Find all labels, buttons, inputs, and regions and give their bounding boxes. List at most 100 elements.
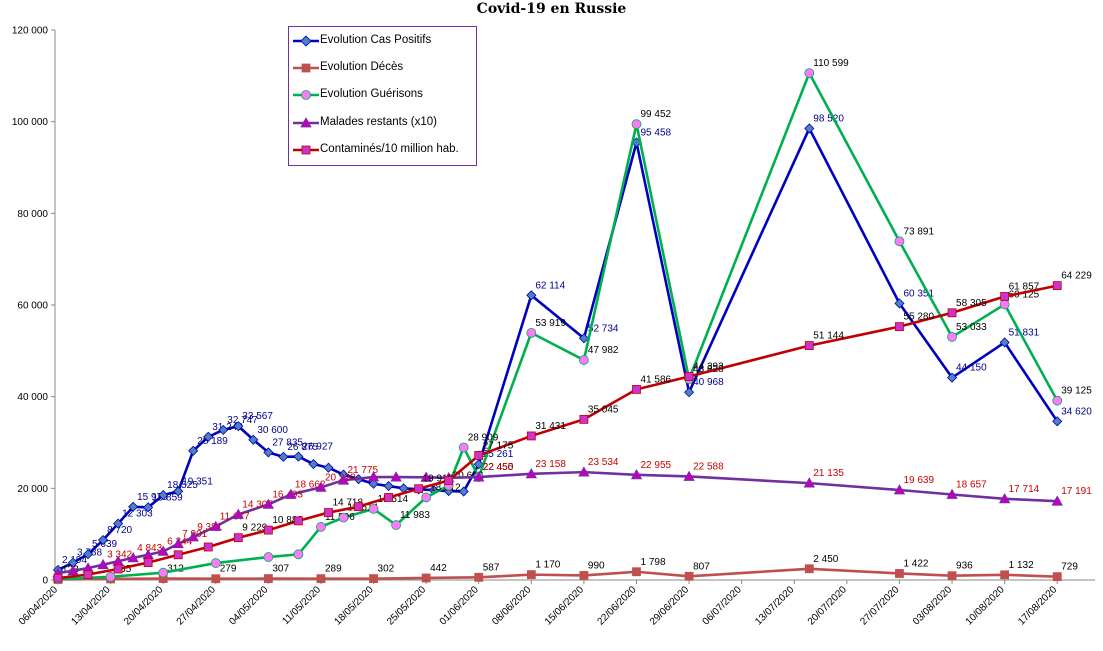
legend-swatch-diamond-icon bbox=[293, 35, 319, 47]
data-point-evolution-cas-positifs bbox=[684, 387, 695, 398]
y-tick-label: 20 000 bbox=[17, 484, 48, 495]
data-point-evolution-cas-positifs bbox=[999, 337, 1010, 348]
data-point-contamines-10-million-hab bbox=[579, 414, 589, 424]
data-label-contamines-10-million-hab: 55 280 bbox=[903, 312, 934, 323]
legend-label: Malades restants (x10) bbox=[320, 116, 437, 128]
data-label-evolution-deces: 307 bbox=[272, 564, 289, 575]
data-label-evolution-guerisons: 20 618 bbox=[453, 471, 484, 482]
data-label-evolution-cas-positifs: 60 351 bbox=[903, 288, 934, 299]
data-label-evolution-guerisons: 53 033 bbox=[956, 322, 987, 333]
data-label-evolution-cas-positifs: 26 927 bbox=[302, 442, 333, 453]
data-point-evolution-cas-positifs bbox=[128, 501, 139, 512]
data-label-contamines-10-million-hab: 64 229 bbox=[1061, 271, 1092, 282]
data-label-evolution-guerisons: 53 919 bbox=[535, 318, 566, 329]
data-label-contamines-10-million-hab: 41 586 bbox=[641, 374, 672, 385]
data-point-evolution-guerisons bbox=[1052, 395, 1063, 406]
data-label-evolution-guerisons: 15 514 bbox=[378, 494, 409, 505]
data-point-evolution-deces bbox=[369, 574, 378, 584]
data-label-evolution-guerisons: 28 909 bbox=[468, 433, 499, 444]
data-label-evolution-cas-positifs: 12 303 bbox=[122, 509, 153, 520]
data-label-evolution-cas-positifs: 8 720 bbox=[107, 525, 132, 536]
data-point-contamines-10-million-hab bbox=[947, 308, 957, 318]
y-tick-label: 100 000 bbox=[12, 117, 49, 128]
data-point-malades-restants-x10 bbox=[998, 492, 1011, 504]
data-label-evolution-deces: 936 bbox=[956, 561, 973, 572]
data-point-evolution-guerisons bbox=[391, 520, 401, 530]
data-point-evolution-guerisons bbox=[631, 119, 642, 130]
data-label-evolution-cas-positifs: 15 970 bbox=[137, 492, 168, 503]
data-point-evolution-deces bbox=[684, 571, 694, 581]
x-tick-label: 01/06/2020 bbox=[438, 584, 481, 627]
data-label-malades-restants-x10: 9 381 bbox=[197, 522, 222, 533]
data-label-evolution-cas-positifs: 51 831 bbox=[1009, 327, 1040, 338]
data-point-contamines-10-million-hab bbox=[173, 550, 183, 560]
data-label-evolution-cas-positifs: 44 150 bbox=[956, 363, 987, 374]
data-point-malades-restants-x10 bbox=[420, 471, 432, 482]
data-point-evolution-cas-positifs bbox=[458, 486, 469, 497]
data-point-evolution-deces bbox=[1000, 570, 1010, 580]
data-label-evolution-deces: 990 bbox=[588, 560, 605, 571]
data-point-evolution-cas-positifs bbox=[578, 333, 589, 344]
data-label-evolution-guerisons: 99 452 bbox=[641, 109, 672, 120]
data-point-malades-restants-x10 bbox=[285, 488, 297, 499]
x-tick-label: 13/04/2020 bbox=[70, 584, 113, 627]
data-label-evolution-cas-positifs: 31 242 bbox=[212, 422, 243, 433]
data-point-malades-restants-x10 bbox=[232, 508, 244, 519]
y-tick-label: 120 000 bbox=[12, 26, 49, 37]
legend-item-deces: Evolution Décès bbox=[289, 58, 476, 78]
data-point-contamines-10-million-hab bbox=[414, 484, 424, 494]
data-label-evolution-guerisons: 22 450 bbox=[483, 462, 514, 473]
data-point-evolution-cas-positifs bbox=[473, 459, 484, 470]
data-point-contamines-10-million-hab bbox=[1052, 281, 1062, 291]
data-point-malades-restants-x10 bbox=[525, 468, 537, 479]
data-point-evolution-guerisons bbox=[804, 68, 815, 78]
data-point-evolution-guerisons bbox=[579, 355, 589, 365]
data-label-evolution-deces: 2 450 bbox=[813, 554, 838, 565]
data-point-contamines-10-million-hab bbox=[804, 341, 814, 350]
data-label-malades-restants-x10: 3 342 bbox=[107, 550, 132, 561]
data-point-evolution-cas-positifs bbox=[894, 298, 905, 309]
data-point-evolution-cas-positifs bbox=[946, 372, 958, 383]
y-tick-label: 60 000 bbox=[17, 301, 48, 312]
data-point-malades-restants-x10 bbox=[157, 545, 169, 556]
data-label-evolution-cas-positifs: 62 114 bbox=[535, 280, 565, 291]
x-tick-label: 04/05/2020 bbox=[227, 584, 270, 627]
data-point-malades-restants-x10 bbox=[630, 468, 643, 480]
data-label-evolution-cas-positifs: 40 968 bbox=[693, 377, 724, 388]
data-label-evolution-deces: 807 bbox=[693, 561, 710, 572]
y-tick-label: 0 bbox=[42, 576, 48, 587]
data-label-malades-restants-x10: 23 158 bbox=[535, 459, 566, 470]
data-label-evolution-cas-positifs: 52 734 bbox=[588, 323, 619, 334]
data-label-evolution-cas-positifs: 15 859 bbox=[152, 492, 183, 503]
series-line-evolution-deces bbox=[57, 567, 1058, 581]
data-point-evolution-deces bbox=[526, 570, 536, 580]
x-tick-label: 25/05/2020 bbox=[385, 584, 428, 627]
data-label-evolution-deces: 1 422 bbox=[903, 558, 928, 569]
data-point-evolution-guerisons bbox=[421, 492, 432, 503]
legend-item-guerisons: Evolution Guérisons bbox=[289, 85, 476, 105]
data-label-malades-restants-x10: 4 843 bbox=[137, 543, 162, 554]
data-point-evolution-cas-positifs bbox=[143, 502, 154, 513]
data-point-evolution-guerisons bbox=[999, 299, 1010, 310]
x-tick-label: 27/07/2020 bbox=[858, 584, 901, 627]
data-label-malades-restants-x10: 18 657 bbox=[956, 479, 987, 490]
data-label-evolution-cas-positifs: 32 747 bbox=[227, 415, 258, 426]
data-label-malades-restants-x10: 14 307 bbox=[242, 499, 273, 510]
data-point-contamines-10-million-hab bbox=[1000, 292, 1010, 301]
data-point-evolution-cas-positifs bbox=[1052, 416, 1063, 427]
data-label-evolution-deces: 1 798 bbox=[641, 557, 666, 568]
data-point-contamines-10-million-hab bbox=[83, 570, 93, 579]
data-point-evolution-deces bbox=[263, 574, 273, 583]
data-label-evolution-guerisons: 47 982 bbox=[588, 345, 619, 356]
x-tick-label: 08/06/2020 bbox=[490, 584, 533, 627]
data-point-malades-restants-x10 bbox=[803, 477, 815, 488]
data-point-contamines-10-million-hab bbox=[384, 493, 393, 502]
data-label-malades-restants-x10: 22 455 bbox=[483, 462, 514, 473]
data-point-malades-restants-x10 bbox=[67, 565, 79, 576]
data-label-evolution-guerisons: 73 891 bbox=[903, 226, 934, 237]
data-point-evolution-deces bbox=[421, 573, 431, 583]
data-point-malades-restants-x10 bbox=[683, 470, 695, 481]
data-point-malades-restants-x10 bbox=[210, 520, 222, 531]
data-label-evolution-deces: 302 bbox=[378, 564, 395, 575]
